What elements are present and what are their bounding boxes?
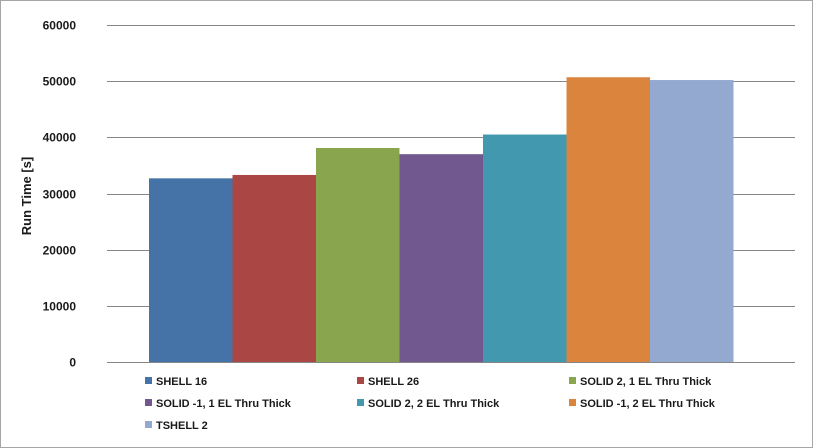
y-tick-label: 40000 xyxy=(43,131,77,145)
y-axis-ticks: 0 10000 20000 30000 40000 50000 60000 xyxy=(43,19,77,370)
y-axis-label: Run Time [s] xyxy=(19,157,34,236)
legend-label: SOLID -1, 2 EL Thru Thick xyxy=(580,398,716,410)
bar-solid-1-1-el-thru-thick xyxy=(399,154,483,362)
bar-shell-26 xyxy=(232,174,316,362)
legend-swatch xyxy=(145,421,152,428)
bars xyxy=(149,77,734,363)
y-tick-label: 30000 xyxy=(43,188,77,202)
legend-label: SOLID 2, 2 EL Thru Thick xyxy=(368,398,500,410)
legend-label: SHELL 16 xyxy=(156,376,207,388)
bar-solid-1-2-el-thru-thick xyxy=(566,77,650,363)
legend-swatch xyxy=(357,399,364,406)
legend-label: SOLID 2, 1 EL Thru Thick xyxy=(580,376,712,388)
y-tick-label: 10000 xyxy=(43,300,77,314)
legend-swatch xyxy=(357,377,364,384)
legend-label: SOLID -1, 1 EL Thru Thick xyxy=(156,398,292,410)
y-tick-label: 60000 xyxy=(43,19,77,33)
legend-label: SHELL 26 xyxy=(368,376,419,388)
legend: SHELL 16 SHELL 26 SOLID 2, 1 EL Thru Thick… xyxy=(145,376,716,432)
legend-label: TSHELL 2 xyxy=(156,420,208,432)
y-tick-label: 50000 xyxy=(43,75,77,89)
y-tick-label: 20000 xyxy=(43,244,77,258)
legend-swatch xyxy=(145,377,152,384)
bar-tshell-2 xyxy=(650,80,734,362)
bar-solid-2-2-el-thru-thick xyxy=(483,134,567,362)
legend-swatch xyxy=(569,399,576,406)
legend-swatch xyxy=(145,399,152,406)
legend-swatch xyxy=(569,377,576,384)
y-tick-label: 0 xyxy=(69,356,76,370)
bar-shell-16 xyxy=(149,178,233,362)
bar-solid-2-1-el-thru-thick xyxy=(316,148,400,362)
